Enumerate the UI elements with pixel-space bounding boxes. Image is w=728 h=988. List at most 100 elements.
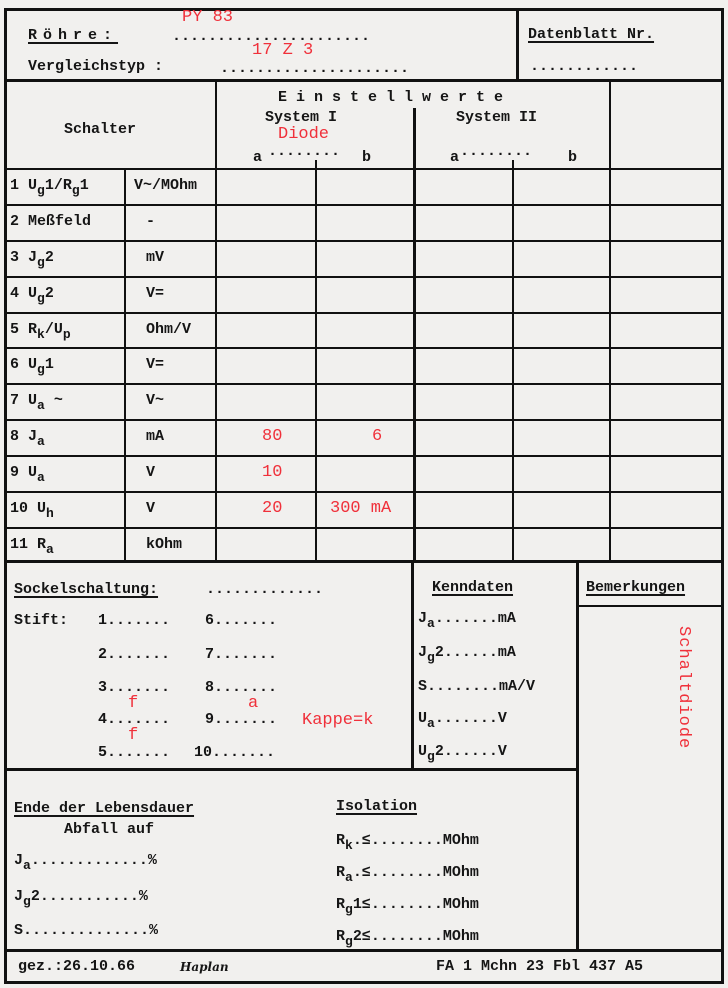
- dots-field[interactable]: .......: [434, 610, 498, 627]
- system1-b-value[interactable]: 6: [372, 427, 383, 446]
- row-number: 7: [10, 392, 20, 409]
- pin-field[interactable]: 7.......: [205, 646, 278, 663]
- pin-field[interactable]: 2.......: [98, 646, 171, 663]
- row-divider: [4, 240, 724, 242]
- system1-a-value[interactable]: 20: [262, 499, 283, 518]
- label-part: J: [418, 644, 428, 661]
- pin-field[interactable]: 3.......: [98, 679, 171, 696]
- unit: %: [147, 852, 157, 869]
- dots-field[interactable]: .≤........: [352, 864, 443, 881]
- row-unit: V~: [146, 392, 165, 409]
- label-part: 1: [352, 896, 362, 913]
- unit: mA/V: [499, 678, 536, 695]
- label-part: R: [28, 321, 38, 338]
- row-divider: [4, 204, 724, 206]
- dots-field[interactable]: ......: [443, 743, 498, 760]
- label-part: k: [345, 838, 353, 853]
- unit: MOhm: [442, 832, 479, 849]
- table-row: 9 Ua V 10: [0, 455, 728, 491]
- label-part: R: [37, 536, 47, 553]
- label-part: g: [37, 255, 45, 270]
- remarks-value[interactable]: Schaltdiode: [674, 626, 693, 750]
- label-part: 2: [44, 285, 54, 302]
- unit: MOhm: [442, 928, 479, 945]
- value-row: Ra.≤........MOhm: [336, 864, 479, 885]
- table-row: 6 Ug1 V=: [0, 347, 728, 383]
- row-divider: [4, 312, 724, 314]
- lifetime-title: Ende der Lebensdauer: [14, 800, 195, 817]
- label-part: g: [427, 650, 435, 665]
- system2-heading: System II: [456, 109, 538, 126]
- system2-dots: ........: [460, 143, 533, 160]
- system1-a-value[interactable]: 80: [262, 427, 283, 446]
- dots-field[interactable]: .............: [30, 852, 148, 869]
- label-part: S: [14, 922, 24, 939]
- unit: %: [149, 922, 159, 939]
- pin8-note[interactable]: a: [248, 694, 259, 713]
- label-part: p: [62, 327, 71, 342]
- value-row: Ug2......V: [418, 743, 507, 763]
- dots-field[interactable]: .......: [434, 710, 498, 727]
- row-number: 8: [10, 428, 20, 445]
- dots-field[interactable]: ........: [427, 678, 500, 695]
- pin4-note-upper[interactable]: f: [128, 694, 139, 713]
- dots-field[interactable]: .≤........: [352, 832, 443, 849]
- label-part: U: [28, 177, 38, 194]
- equiv-label: Vergleichstyp :: [28, 58, 164, 75]
- dots-field[interactable]: ..............: [23, 922, 150, 939]
- dots-field[interactable]: ...........: [39, 888, 139, 905]
- row-number: 3: [10, 249, 20, 266]
- label-part: a: [345, 870, 353, 885]
- label-part: g: [37, 291, 45, 306]
- row-unit: mV: [146, 249, 165, 266]
- lifetime-subtitle: Abfall auf: [64, 821, 155, 838]
- label-part: a: [37, 434, 45, 449]
- pin-field[interactable]: 1.......: [98, 612, 171, 629]
- label-part: 2: [434, 743, 444, 760]
- system1-a-value[interactable]: 10: [262, 463, 283, 482]
- form-reference: FA 1 Mchn 23 Fbl 437 A5: [436, 958, 644, 975]
- dots-field[interactable]: ≤........: [361, 928, 443, 945]
- label-part: Meßfeld: [28, 213, 92, 230]
- row-label: 4 Ug2: [10, 285, 54, 306]
- row-divider: [4, 527, 724, 529]
- pin-field[interactable]: 9.......: [205, 711, 278, 728]
- dots-field[interactable]: ......: [443, 644, 498, 661]
- equiv-value[interactable]: 17 Z 3: [252, 41, 314, 60]
- label-part: g: [345, 902, 353, 917]
- label-part: J: [418, 610, 428, 627]
- tube-dots: ......................: [172, 28, 371, 45]
- pin-field[interactable]: 6.......: [205, 612, 278, 629]
- datasheet-dots: ............: [530, 58, 639, 75]
- label-part: k: [37, 327, 45, 342]
- label-part: g: [71, 183, 80, 198]
- pin-field[interactable]: 10.......: [194, 744, 276, 761]
- tube-value[interactable]: PY 83: [182, 8, 234, 27]
- row-label: 11 Ra: [10, 536, 54, 556]
- pin4-note-lower[interactable]: f: [128, 726, 139, 745]
- dots-field[interactable]: ≤........: [361, 896, 443, 913]
- row-number: 5: [10, 321, 20, 338]
- row-unit: kOhm: [146, 536, 183, 553]
- pin9-note[interactable]: Kappe=k: [302, 711, 374, 730]
- pin-label: Stift:: [14, 612, 69, 629]
- system1-note[interactable]: Diode: [278, 125, 330, 144]
- label-part: U: [28, 356, 38, 373]
- socket-title: Sockelschaltung:: [14, 581, 159, 598]
- unit: MOhm: [442, 896, 479, 913]
- label-part: S: [418, 678, 428, 695]
- label-part: U: [418, 743, 428, 760]
- remarks-title: Bemerkungen: [586, 579, 686, 596]
- unit: MOhm: [442, 864, 479, 881]
- signed-date: gez.:26.10.66: [18, 958, 136, 975]
- pin-field[interactable]: 4.......: [98, 711, 171, 728]
- row-number: 11: [10, 536, 29, 553]
- row-label: 9 Ua: [10, 464, 45, 484]
- datasheet-label: Datenblatt Nr.: [528, 26, 655, 43]
- pin-field[interactable]: 5.......: [98, 744, 171, 761]
- row-number: 10: [10, 500, 29, 517]
- system1-b-value[interactable]: 300 mA: [330, 499, 392, 518]
- unit: V: [497, 710, 507, 727]
- pin-field[interactable]: 8.......: [205, 679, 278, 696]
- table-row: 1 Ug1/Rg1 V~/MOhm: [0, 168, 728, 204]
